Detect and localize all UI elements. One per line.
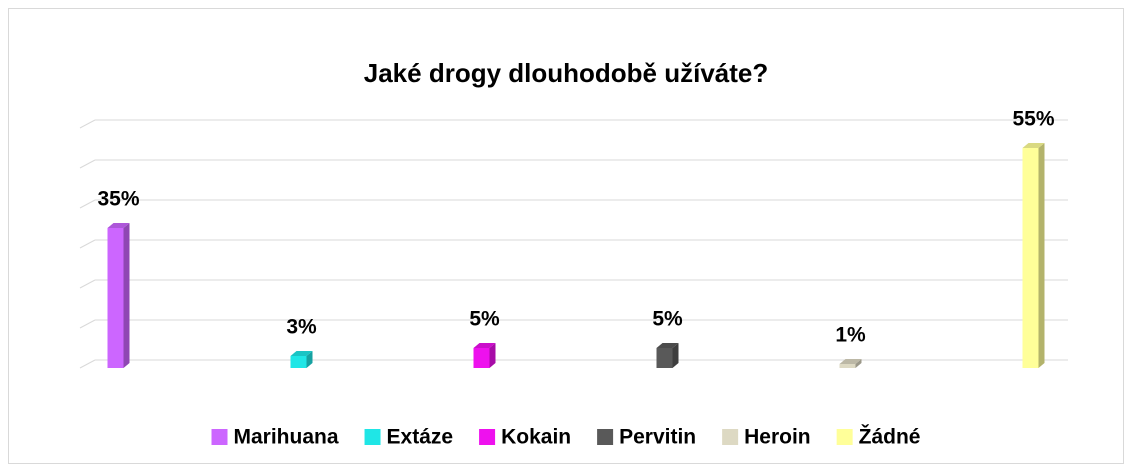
grid-line: [79, 199, 1068, 209]
bar-side: [306, 351, 313, 368]
bar-side: [489, 343, 496, 368]
legend-label: Žádné: [859, 425, 921, 449]
grid-side: [79, 239, 96, 249]
bar-top: [1022, 143, 1045, 148]
legend: Marihuana Extáze Kokain Pervitin Heroin Žádné: [211, 425, 921, 449]
bar: [1022, 143, 1045, 368]
value-label: 1%: [835, 324, 866, 347]
bar-top: [107, 223, 130, 228]
bar-front: [290, 356, 307, 368]
legend-label: Pervitin: [619, 426, 696, 449]
bar-side: [672, 343, 679, 368]
legend-label: Extáze: [387, 426, 454, 449]
value-label: 5%: [469, 308, 500, 331]
grid-side: [79, 199, 96, 209]
grid-line: [79, 319, 1068, 329]
value-label: 55%: [1012, 108, 1054, 131]
chart-title: Jaké drogy dlouhodobě užíváte?: [364, 58, 769, 88]
grid-line: [79, 279, 1068, 289]
bar-side: [123, 223, 130, 368]
grid-side: [79, 359, 96, 369]
legend-label: Kokain: [501, 426, 571, 449]
value-label: 35%: [97, 188, 139, 211]
legend-swatch: [597, 429, 614, 445]
bar-front: [656, 348, 673, 368]
grid-side: [79, 159, 96, 169]
bar: [656, 343, 679, 368]
legend-swatch: [479, 429, 496, 445]
value-label: 5%: [652, 308, 683, 331]
grid-line: [79, 119, 1068, 129]
bar-front: [1022, 148, 1039, 368]
grid-line: [79, 359, 1068, 369]
bar-front: [473, 348, 490, 368]
bar-top: [656, 343, 679, 348]
bar-top: [839, 359, 862, 364]
bar-top: [290, 351, 313, 356]
legend-swatch: [722, 429, 739, 445]
legend-swatch: [211, 429, 228, 445]
grid-side: [79, 319, 96, 329]
grid-line: [79, 159, 1068, 169]
grid-side: [79, 279, 96, 289]
bar-front: [839, 364, 856, 368]
bar-top: [473, 343, 496, 348]
legend-label: Heroin: [744, 426, 811, 449]
chart-frame: [8, 8, 1124, 464]
bar-side: [1038, 143, 1045, 368]
value-label: 3%: [286, 316, 317, 339]
legend-swatch: [836, 429, 853, 445]
grid-line: [79, 239, 1068, 249]
bar: [839, 359, 862, 368]
bar-front: [107, 228, 124, 368]
bar: [107, 223, 130, 368]
bar: [290, 351, 313, 368]
grid-side: [79, 119, 96, 129]
bar-side: [855, 359, 862, 368]
bar: [473, 343, 496, 368]
legend-swatch: [364, 429, 381, 445]
legend-label: Marihuana: [234, 426, 339, 449]
